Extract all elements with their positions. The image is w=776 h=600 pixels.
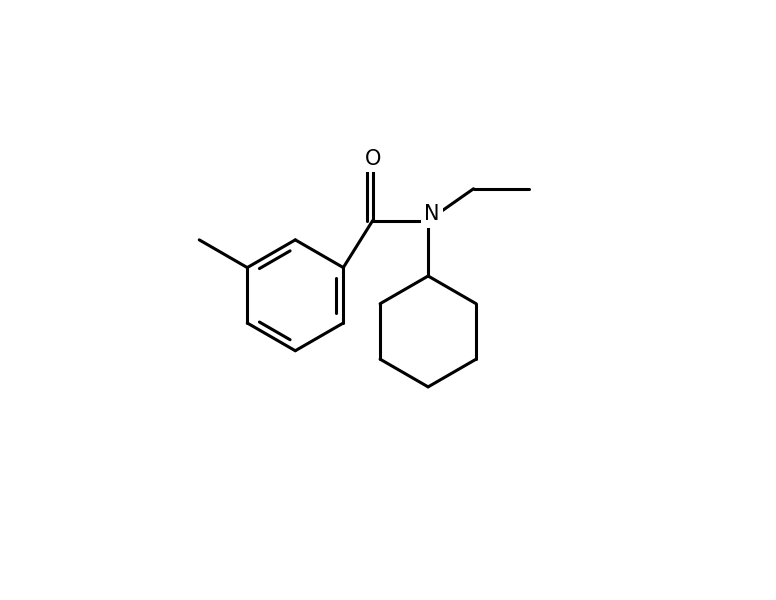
Text: N: N xyxy=(424,205,440,224)
Text: O: O xyxy=(365,149,381,169)
